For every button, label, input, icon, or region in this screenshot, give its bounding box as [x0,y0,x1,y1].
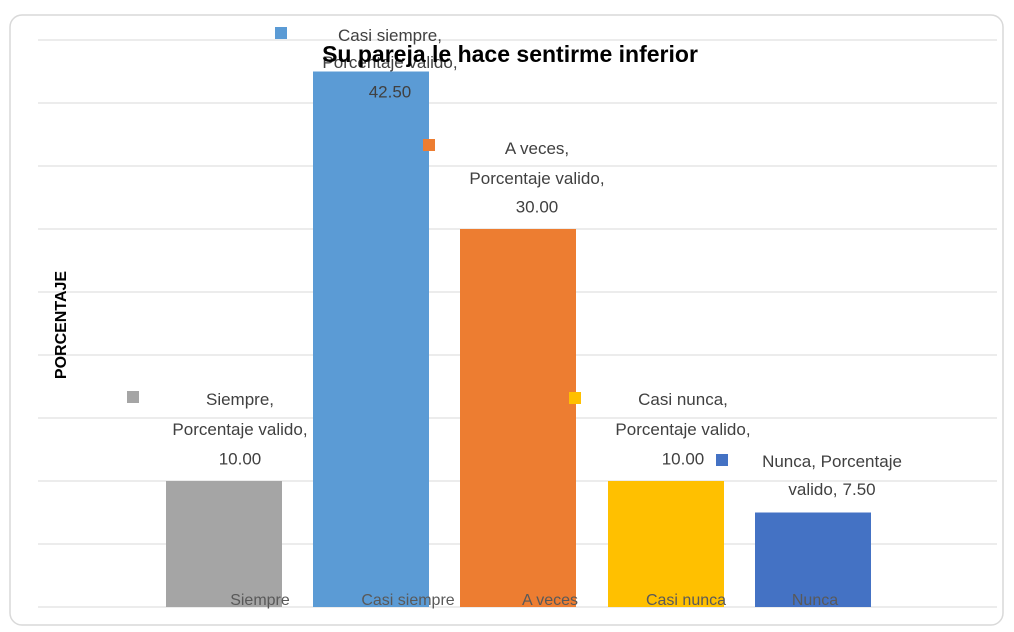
data-label-text: Porcentaje valido, [322,53,457,72]
data-label-value: 7.50 [843,480,876,499]
x-tick-label: Siempre [230,592,290,609]
bar [166,481,282,607]
data-label: Casi nunca, [638,390,728,409]
y-axis-title: PORCENTAJE [53,271,70,379]
data-label-text: Porcentaje valido, [469,169,604,188]
x-tick-label: Casi siempre [361,592,454,609]
data-label-text: A veces, [505,139,569,158]
data-label-text: Siempre, [206,390,274,409]
data-label-text: Porcentaje valido, [172,420,307,439]
data-label: Nunca, Porcentaje [762,452,902,471]
legend-key [716,454,728,466]
data-label-value: 10.00 [662,449,705,468]
data-label-text: valido, [788,480,837,499]
bar [313,71,429,607]
x-tick-label: A veces [522,592,578,609]
data-label: Casi siempre, [338,26,442,45]
data-label: Porcentaje valido, [615,420,750,439]
bars [166,71,871,607]
bar [755,512,871,607]
data-label-value: 10.00 [219,449,262,468]
x-tick-label: Nunca [792,592,838,609]
data-label-value: 42.50 [369,82,412,101]
data-label: Porcentaje valido, [172,420,307,439]
legend-key [423,139,435,151]
x-tick-label: Casi nunca [646,592,726,609]
data-label-value: 30.00 [516,197,559,216]
data-label: A veces, [505,139,569,158]
data-label: Porcentaje valido, [322,53,457,72]
data-label-text: Casi siempre, [338,26,442,45]
data-label-text: Porcentaje valido, [615,420,750,439]
chart-title: Su pareja le hace sentirme inferior [322,41,698,67]
data-label-text: Casi nunca, [638,390,728,409]
bar [608,481,724,607]
legend-key [569,392,581,404]
bar [460,229,576,607]
legend-key [275,27,287,39]
data-label: valido, 7.50 [788,480,875,499]
labels: Siempre, Porcentaje valido, 10.00 Casi siem… [127,26,902,609]
legend-key [127,391,139,403]
data-label: Siempre, [206,390,274,409]
data-label: Porcentaje valido, [469,169,604,188]
data-label-text: Nunca, Porcentaje [762,452,902,471]
